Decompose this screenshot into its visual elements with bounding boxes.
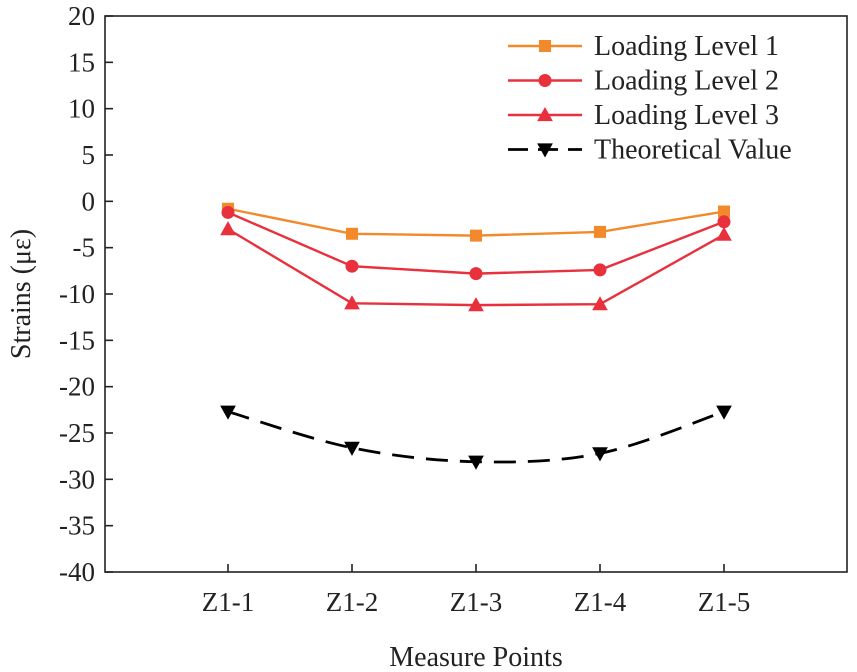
data-point: [594, 225, 606, 238]
y-tick-label: 10: [68, 94, 95, 124]
x-tick-label: Z1-5: [698, 587, 750, 617]
legend-item: Loading Level 3: [508, 100, 779, 131]
legend-marker: [538, 74, 552, 87]
series-layer: [220, 202, 732, 470]
legend-item: Loading Level 1: [508, 31, 779, 62]
data-point: [220, 405, 236, 420]
legend-marker: [537, 143, 553, 158]
series-line-1: [227, 211, 725, 275]
data-point: [592, 447, 608, 462]
x-tick-label: Z1-3: [450, 587, 502, 617]
x-tick-label: Z1-4: [574, 587, 627, 617]
series-line-3: [227, 410, 725, 464]
data-point: [716, 405, 732, 420]
y-tick-label: -5: [73, 233, 96, 263]
y-tick-label: 5: [82, 140, 96, 170]
legend-item: Theoretical Value: [508, 135, 792, 166]
y-tick-label: -30: [59, 464, 95, 494]
series-3: [220, 405, 732, 470]
series-2: [220, 221, 732, 312]
x-tick-label: Z1-2: [326, 587, 378, 617]
x-axis: Z1-1 Z1-2 Z1-3 Z1-4 Z1-5: [202, 564, 750, 617]
y-tick-label: -10: [59, 279, 95, 309]
data-point: [468, 297, 484, 312]
y-tick-label: -40: [59, 557, 95, 587]
y-tick-label: 20: [68, 1, 95, 31]
y-tick-label: -25: [59, 418, 95, 448]
legend-label: Theoretical Value: [594, 135, 792, 166]
data-point: [344, 441, 360, 456]
data-point: [344, 295, 360, 310]
y-tick-label: -20: [59, 372, 95, 402]
series-0: [222, 202, 730, 242]
legend-marker: [537, 106, 553, 122]
data-point: [468, 455, 484, 470]
data-point: [220, 221, 236, 236]
x-tick-label: Z1-1: [202, 587, 254, 617]
legend-label: Loading Level 3: [594, 100, 779, 131]
data-point: [346, 227, 358, 240]
legend-label: Loading Level 2: [594, 66, 779, 97]
y-tick-label: 15: [68, 47, 95, 77]
data-point: [716, 226, 732, 241]
data-point: [469, 267, 483, 281]
legend-marker: [539, 40, 551, 52]
y-tick-label: -35: [59, 511, 95, 541]
data-point: [221, 205, 235, 219]
x-axis-title: Measure Points: [389, 642, 562, 672]
y-axis-title: Strains (με): [6, 229, 37, 359]
y-tick-label: -15: [59, 325, 95, 355]
data-point: [470, 229, 482, 242]
data-point: [592, 296, 608, 311]
y-tick-label: 0: [82, 186, 96, 216]
legend-label: Loading Level 1: [594, 31, 779, 62]
y-axis: 20 15 10 5 0 -5 -10 -15 -20 -25 -30 -35 -40: [59, 1, 113, 587]
data-point: [717, 215, 731, 229]
data-point: [345, 259, 359, 273]
data-point: [593, 263, 607, 277]
series-1: [221, 205, 731, 281]
legend-item: Loading Level 2: [508, 66, 779, 97]
